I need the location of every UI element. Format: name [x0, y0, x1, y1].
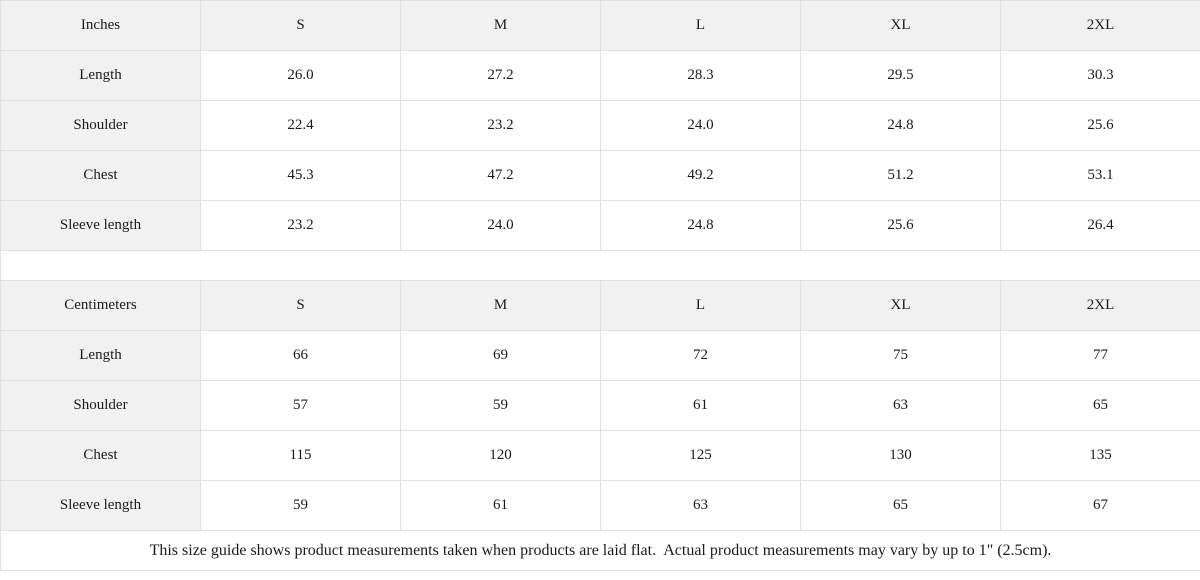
size-header-xl: XL: [800, 0, 1001, 51]
measurement-cell: 59: [400, 380, 601, 431]
measurement-cell: 75: [800, 330, 1001, 381]
measurement-cell: 66: [200, 330, 401, 381]
measurement-cell: 47.2: [400, 150, 601, 201]
measurement-cell: 30.3: [1000, 50, 1200, 101]
table-row-cm-chest: Chest 115 120 125 130 135: [0, 430, 1200, 481]
size-header-m: M: [400, 0, 601, 51]
row-label-chest: Chest: [0, 430, 201, 481]
measurement-cell: 26.4: [1000, 200, 1200, 251]
measurement-cell: 125: [600, 430, 801, 481]
size-header-xl: XL: [800, 280, 1001, 331]
size-header-l: L: [600, 280, 801, 331]
measurement-cell: 28.3: [600, 50, 801, 101]
measurement-cell: 77: [1000, 330, 1200, 381]
measurement-cell: 61: [600, 380, 801, 431]
measurement-cell: 25.6: [1000, 100, 1200, 151]
measurement-cell: 26.0: [200, 50, 401, 101]
measurement-cell: 49.2: [600, 150, 801, 201]
measurement-cell: 24.8: [600, 200, 801, 251]
measurement-cell: 115: [200, 430, 401, 481]
measurement-cell: 63: [600, 480, 801, 531]
table-row-inches-chest: Chest 45.3 47.2 49.2 51.2 53.1: [0, 150, 1200, 201]
footer-note: This size guide shows product measuremen…: [0, 530, 1200, 571]
inches-header-row: Inches S M L XL 2XL: [0, 0, 1200, 51]
measurement-cell: 51.2: [800, 150, 1001, 201]
table-row-inches-length: Length 26.0 27.2 28.3 29.5 30.3: [0, 50, 1200, 101]
row-label-length: Length: [0, 330, 201, 381]
unit-header-centimeters: Centimeters: [0, 280, 201, 331]
measurement-cell: 24.0: [400, 200, 601, 251]
measurement-cell: 53.1: [1000, 150, 1200, 201]
measurement-cell: 63: [800, 380, 1001, 431]
unit-header-inches: Inches: [0, 0, 201, 51]
footer-note-row: This size guide shows product measuremen…: [0, 530, 1200, 571]
measurement-cell: 65: [800, 480, 1001, 531]
size-header-s: S: [200, 280, 401, 331]
size-header-2xl: 2XL: [1000, 0, 1200, 51]
measurement-cell: 24.0: [600, 100, 801, 151]
measurement-cell: 22.4: [200, 100, 401, 151]
spacer-cell: [0, 250, 1200, 281]
measurement-cell: 69: [400, 330, 601, 381]
measurement-cell: 67: [1000, 480, 1200, 531]
measurement-cell: 27.2: [400, 50, 601, 101]
measurement-cell: 45.3: [200, 150, 401, 201]
measurement-cell: 24.8: [800, 100, 1001, 151]
table-row-cm-shoulder: Shoulder 57 59 61 63 65: [0, 380, 1200, 431]
centimeters-header-row: Centimeters S M L XL 2XL: [0, 280, 1200, 331]
measurement-cell: 25.6: [800, 200, 1001, 251]
spacer-row: [0, 250, 1200, 281]
measurement-cell: 65: [1000, 380, 1200, 431]
measurement-cell: 23.2: [200, 200, 401, 251]
row-label-chest: Chest: [0, 150, 201, 201]
size-header-s: S: [200, 0, 401, 51]
row-label-length: Length: [0, 50, 201, 101]
measurement-cell: 59: [200, 480, 401, 531]
measurement-cell: 23.2: [400, 100, 601, 151]
size-header-m: M: [400, 280, 601, 331]
measurement-cell: 135: [1000, 430, 1200, 481]
row-label-shoulder: Shoulder: [0, 100, 201, 151]
table-row-cm-sleeve-length: Sleeve length 59 61 63 65 67: [0, 480, 1200, 531]
size-header-l: L: [600, 0, 801, 51]
table-row-inches-shoulder: Shoulder 22.4 23.2 24.0 24.8 25.6: [0, 100, 1200, 151]
row-label-sleeve-length: Sleeve length: [0, 480, 201, 531]
measurement-cell: 120: [400, 430, 601, 481]
measurement-cell: 72: [600, 330, 801, 381]
row-label-shoulder: Shoulder: [0, 380, 201, 431]
table-row-cm-length: Length 66 69 72 75 77: [0, 330, 1200, 381]
measurement-cell: 29.5: [800, 50, 1001, 101]
row-label-sleeve-length: Sleeve length: [0, 200, 201, 251]
table-row-inches-sleeve-length: Sleeve length 23.2 24.0 24.8 25.6 26.4: [0, 200, 1200, 251]
size-header-2xl: 2XL: [1000, 280, 1200, 331]
measurement-cell: 61: [400, 480, 601, 531]
measurement-cell: 57: [200, 380, 401, 431]
measurement-cell: 130: [800, 430, 1001, 481]
